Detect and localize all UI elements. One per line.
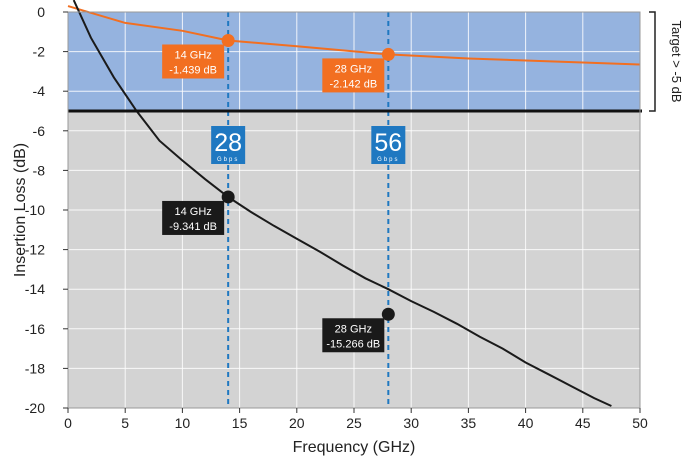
x-tick-label: 20 [289, 415, 305, 431]
y-tick-label: -18 [25, 360, 45, 376]
speed-badge-value: 56 [374, 129, 402, 157]
speed-badge [211, 126, 246, 164]
data-label: 28 GHz [335, 63, 372, 75]
target-label: Target > -5 dB [669, 20, 684, 102]
speed-badge-unit: Gbps [377, 157, 399, 163]
data-point-marker [221, 33, 235, 47]
x-tick-label: 45 [575, 415, 591, 431]
data-label: 14 GHz [175, 206, 212, 218]
x-tick-label: 35 [461, 415, 477, 431]
y-tick-label: -16 [25, 321, 45, 337]
data-label: -1.439 dB [169, 64, 217, 76]
data-label-box [162, 200, 225, 235]
y-tick-label: -12 [25, 242, 45, 258]
x-tick-label: 10 [175, 415, 191, 431]
y-tick-label: -20 [25, 400, 45, 416]
data-label-box [162, 44, 225, 79]
y-tick-label: -2 [33, 44, 46, 60]
x-axis-title: Frequency (GHz) [293, 439, 416, 456]
speed-badge-unit: Gbps [217, 157, 239, 163]
y-tick-label: -10 [25, 202, 45, 218]
x-tick-label: 15 [232, 415, 248, 431]
x-tick-label: 30 [403, 415, 419, 431]
speed-badge [371, 126, 406, 164]
data-label: -2.142 dB [329, 78, 377, 90]
y-tick-label: -14 [25, 281, 45, 297]
data-label-box [322, 58, 385, 93]
data-label: -15.266 dB [326, 338, 380, 350]
x-tick-label: 40 [518, 415, 534, 431]
data-label: 14 GHz [175, 49, 212, 61]
data-point-marker [381, 307, 395, 321]
speed-badge-value: 28 [214, 129, 242, 157]
data-point-marker [381, 47, 395, 61]
data-point-marker [221, 190, 235, 204]
y-tick-label: -8 [33, 162, 46, 178]
x-tick-label: 25 [346, 415, 362, 431]
data-label-box [322, 318, 385, 353]
y-tick-label: -4 [33, 83, 46, 99]
series-line-1 [67, 5, 641, 66]
series-line-2 [72, 0, 612, 407]
data-label: -9.341 dB [169, 221, 217, 233]
x-tick-label: 5 [121, 415, 129, 431]
target-bracket [649, 11, 656, 112]
y-axis-title: Insertion Loss (dB) [12, 143, 29, 277]
x-tick-label: 50 [632, 415, 648, 431]
y-tick-label: 0 [37, 4, 45, 20]
x-tick-label: 0 [64, 415, 72, 431]
data-label: 28 GHz [335, 323, 372, 335]
y-tick-label: -6 [33, 123, 46, 139]
